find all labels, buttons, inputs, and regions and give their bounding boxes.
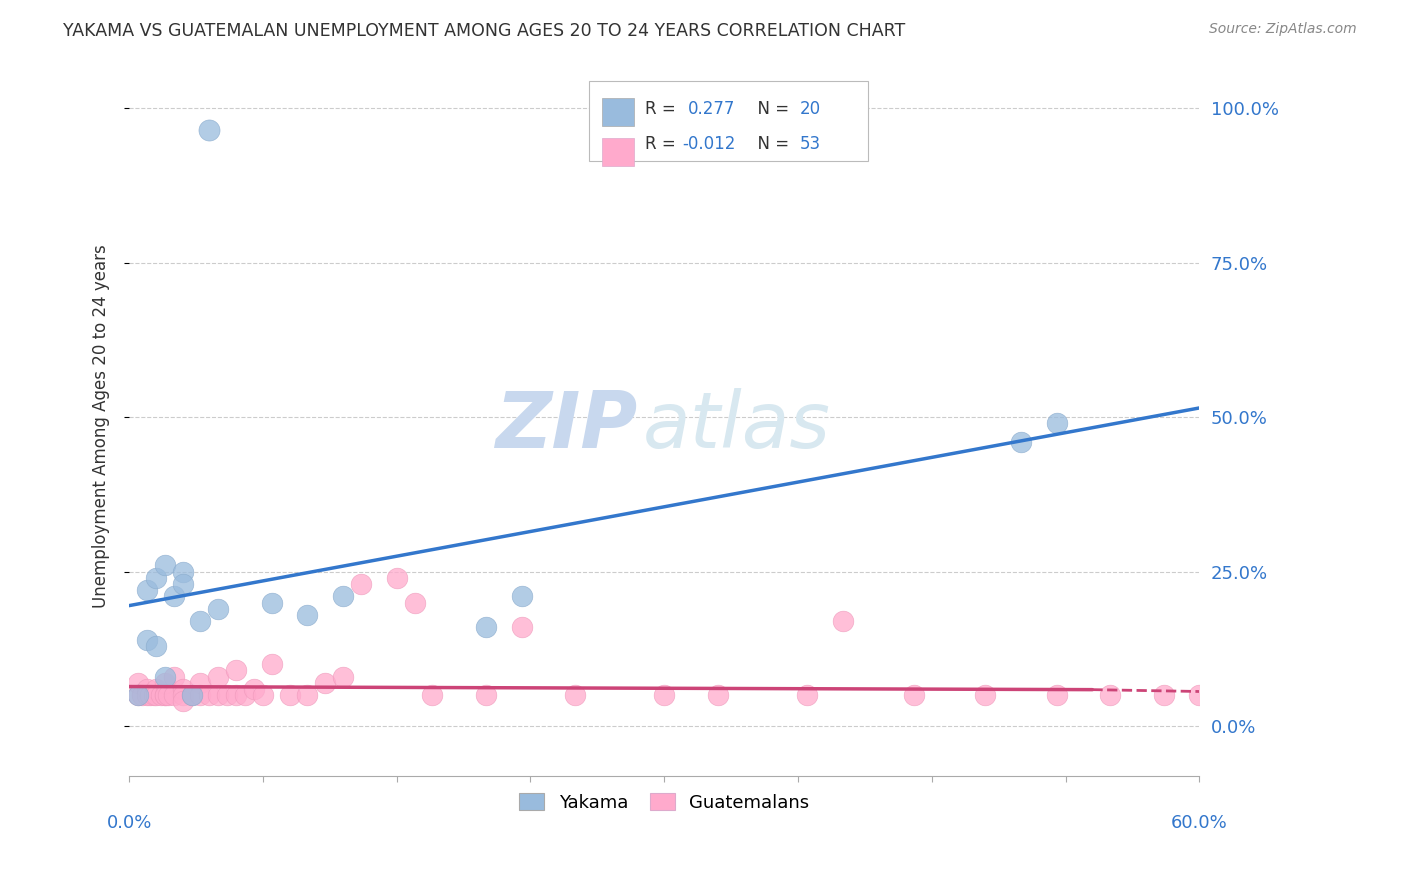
Point: [163, 590, 186, 604]
Point: [225, 688, 247, 702]
Point: [180, 688, 202, 702]
Point: [260, 595, 283, 609]
Point: [145, 639, 167, 653]
Text: N =: N =: [747, 135, 794, 153]
Point: [510, 590, 533, 604]
Point: [145, 688, 167, 702]
Point: [145, 571, 167, 585]
Point: [217, 688, 239, 702]
Point: [190, 676, 212, 690]
Point: [332, 670, 354, 684]
Text: atlas: atlas: [643, 389, 831, 465]
Text: -0.012: -0.012: [682, 135, 735, 153]
Point: [145, 681, 167, 696]
Point: [564, 688, 586, 702]
Point: [1046, 688, 1069, 702]
Point: [297, 607, 319, 622]
Point: [163, 670, 186, 684]
Point: [207, 688, 229, 702]
Point: [127, 676, 149, 690]
Point: [297, 688, 319, 702]
Point: [1188, 688, 1211, 702]
Point: [135, 583, 157, 598]
Point: [139, 688, 162, 702]
Point: [153, 688, 176, 702]
Text: R =: R =: [645, 100, 681, 118]
Point: [172, 694, 194, 708]
Point: [190, 688, 212, 702]
Point: [180, 688, 202, 702]
Point: [198, 688, 221, 702]
Point: [172, 577, 194, 591]
Point: [127, 688, 149, 702]
Bar: [602, 138, 634, 166]
Point: [153, 558, 176, 573]
Text: 20: 20: [800, 100, 821, 118]
Point: [350, 577, 373, 591]
Text: ZIP: ZIP: [495, 389, 637, 465]
Point: [706, 688, 728, 702]
Point: [278, 688, 301, 702]
Point: [172, 688, 194, 702]
Point: [420, 688, 443, 702]
Point: [475, 688, 498, 702]
Point: [404, 595, 426, 609]
Text: 53: 53: [800, 135, 821, 153]
Text: Source: ZipAtlas.com: Source: ZipAtlas.com: [1209, 22, 1357, 37]
Point: [135, 632, 157, 647]
Point: [190, 614, 212, 628]
Point: [127, 688, 149, 702]
Point: [153, 676, 176, 690]
Point: [163, 688, 186, 702]
Y-axis label: Unemployment Among Ages 20 to 24 years: Unemployment Among Ages 20 to 24 years: [93, 244, 110, 608]
Text: 0.277: 0.277: [688, 100, 735, 118]
Text: R =: R =: [645, 135, 681, 153]
Point: [131, 688, 153, 702]
Point: [135, 688, 157, 702]
Point: [1153, 688, 1175, 702]
Point: [332, 590, 354, 604]
Point: [143, 688, 166, 702]
Point: [153, 670, 176, 684]
Point: [172, 681, 194, 696]
Point: [974, 688, 997, 702]
Point: [157, 688, 180, 702]
Point: [207, 670, 229, 684]
Point: [207, 601, 229, 615]
Text: N =: N =: [747, 100, 794, 118]
Point: [153, 688, 176, 702]
Point: [314, 676, 336, 690]
Point: [233, 688, 256, 702]
Text: YAKAMA VS GUATEMALAN UNEMPLOYMENT AMONG AGES 20 TO 24 YEARS CORRELATION CHART: YAKAMA VS GUATEMALAN UNEMPLOYMENT AMONG …: [63, 22, 905, 40]
Point: [510, 620, 533, 634]
Point: [243, 681, 266, 696]
Point: [172, 565, 194, 579]
Point: [1099, 688, 1122, 702]
Point: [150, 688, 173, 702]
Text: 60.0%: 60.0%: [1171, 814, 1227, 832]
Point: [198, 123, 221, 137]
Point: [1046, 417, 1069, 431]
Point: [225, 664, 247, 678]
Point: [831, 614, 853, 628]
Bar: [602, 98, 634, 126]
Legend: Yakama, Guatemalans: Yakama, Guatemalans: [512, 786, 817, 819]
Point: [385, 571, 408, 585]
Point: [903, 688, 925, 702]
Point: [475, 620, 498, 634]
FancyBboxPatch shape: [589, 81, 868, 161]
Point: [260, 657, 283, 672]
Point: [135, 681, 157, 696]
Point: [1010, 434, 1032, 449]
Point: [796, 688, 818, 702]
Text: 0.0%: 0.0%: [107, 814, 152, 832]
Point: [652, 688, 675, 702]
Point: [252, 688, 274, 702]
